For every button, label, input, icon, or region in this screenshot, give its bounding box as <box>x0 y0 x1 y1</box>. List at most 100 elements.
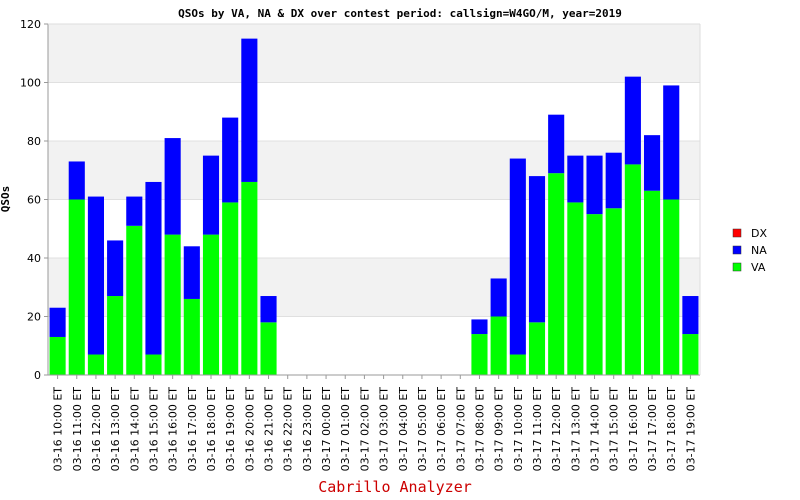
bar-na <box>644 135 661 191</box>
bar-na <box>202 155 220 235</box>
x-tick-label: 03-16 23:00 ET <box>301 387 314 472</box>
bar-va <box>126 225 143 375</box>
legend-label-na: NA <box>751 244 767 257</box>
bar-na <box>624 76 641 165</box>
bar-na <box>490 278 507 317</box>
legend-label-va: VA <box>751 261 766 274</box>
legend-swatch-va <box>732 262 742 272</box>
x-tick-label: 03-17 03:00 ET <box>378 387 391 472</box>
bar-va <box>682 334 699 375</box>
bar-va <box>107 296 124 375</box>
footer-caption: Cabrillo Analyzer <box>318 478 472 496</box>
bar-na <box>241 38 258 182</box>
bar-va <box>183 298 200 375</box>
x-tick-label: 03-17 06:00 ET <box>435 387 448 472</box>
bar-na <box>183 246 200 299</box>
bar-na <box>68 161 85 200</box>
x-tick-label: 03-16 13:00 ET <box>109 387 122 472</box>
x-tick-label: 03-17 11:00 ET <box>531 387 544 472</box>
x-tick-label: 03-16 15:00 ET <box>147 387 160 472</box>
x-tick-label: 03-17 02:00 ET <box>358 387 371 472</box>
bar-va <box>145 354 162 375</box>
x-tick-label: 03-16 18:00 ET <box>205 387 218 472</box>
x-tick-label: 03-16 21:00 ET <box>263 387 276 472</box>
bar-na <box>471 319 488 335</box>
x-tick-label: 03-17 17:00 ET <box>646 387 659 472</box>
x-tick-label: 03-17 19:00 ET <box>684 387 697 472</box>
bar-na <box>107 240 124 297</box>
y-axis-label: QSOs <box>0 186 12 213</box>
bar-na <box>567 155 584 203</box>
bar-va <box>605 208 622 375</box>
bar-na <box>586 155 603 215</box>
bar-va <box>164 234 181 375</box>
x-tick-label: 03-16 12:00 ET <box>90 387 103 472</box>
legend: DX NA VA <box>732 227 767 274</box>
bar-na <box>682 296 699 335</box>
x-tick-label: 03-17 07:00 ET <box>454 387 467 472</box>
bar-na <box>509 158 526 355</box>
grid-band <box>48 82 700 141</box>
legend-swatch-dx <box>732 228 742 238</box>
bars-layer <box>49 38 699 375</box>
bar-na <box>87 196 104 355</box>
bar-na <box>145 181 162 355</box>
bar-na <box>222 117 239 203</box>
x-tick-label: 03-16 22:00 ET <box>282 387 295 472</box>
bar-va <box>548 173 565 375</box>
bar-na <box>164 138 181 235</box>
x-tick-label: 03-17 13:00 ET <box>569 387 582 472</box>
bar-va <box>586 214 603 375</box>
bar-na <box>528 176 546 323</box>
bar-va <box>49 336 66 375</box>
x-tick-label: 03-17 14:00 ET <box>589 387 602 472</box>
y-tick-label: 60 <box>27 194 41 207</box>
bar-va <box>202 234 220 375</box>
bar-na <box>49 307 66 337</box>
bar-va <box>222 202 239 375</box>
bar-na <box>260 296 277 323</box>
bar-na <box>663 85 680 200</box>
x-tick-label: 03-16 20:00 ET <box>243 387 256 472</box>
y-tick-label: 40 <box>27 252 41 265</box>
x-tick-label: 03-17 10:00 ET <box>512 387 525 472</box>
x-tick-label: 03-17 08:00 ET <box>473 387 486 472</box>
bar-na <box>126 196 143 226</box>
bar-va <box>490 316 507 375</box>
bar-na <box>605 152 622 209</box>
x-axis-ticks: 03-16 10:00 ET 03-16 11:00 ET 03-16 12:00 … <box>52 375 697 472</box>
x-tick-label: 03-17 18:00 ET <box>665 387 678 472</box>
grid-band <box>48 24 700 83</box>
legend-label-dx: DX <box>751 227 767 240</box>
x-tick-label: 03-17 00:00 ET <box>320 387 333 472</box>
bar-va <box>567 202 584 375</box>
y-tick-label: 120 <box>20 18 41 31</box>
x-tick-label: 03-17 01:00 ET <box>339 387 352 472</box>
x-tick-label: 03-17 05:00 ET <box>416 387 429 472</box>
x-tick-label: 03-17 04:00 ET <box>397 387 410 472</box>
x-tick-label: 03-16 19:00 ET <box>224 387 237 472</box>
y-tick-label: 0 <box>34 369 41 382</box>
bar-va <box>260 322 277 375</box>
bar-va <box>663 199 680 375</box>
bar-va <box>87 354 104 375</box>
bar-na <box>548 114 565 174</box>
y-tick-label: 80 <box>27 135 41 148</box>
x-tick-label: 03-17 16:00 ET <box>627 387 640 472</box>
y-tick-label: 100 <box>20 77 41 90</box>
bar-va <box>624 164 641 375</box>
x-tick-label: 03-17 09:00 ET <box>493 387 506 472</box>
bar-va <box>644 190 661 375</box>
bar-va <box>471 334 488 375</box>
x-tick-label: 03-16 16:00 ET <box>167 387 180 472</box>
x-tick-label: 03-17 15:00 ET <box>608 387 621 472</box>
bar-va <box>509 354 526 375</box>
x-tick-label: 03-16 11:00 ET <box>71 387 84 472</box>
bar-va <box>68 199 85 375</box>
y-axis-ticks: 0 20 40 60 80 100 120 <box>20 18 48 382</box>
bar-va <box>528 322 546 375</box>
x-tick-label: 03-16 14:00 ET <box>128 387 141 472</box>
legend-swatch-na <box>732 245 742 255</box>
chart-title: QSOs by VA, NA & DX over contest period:… <box>178 7 622 20</box>
